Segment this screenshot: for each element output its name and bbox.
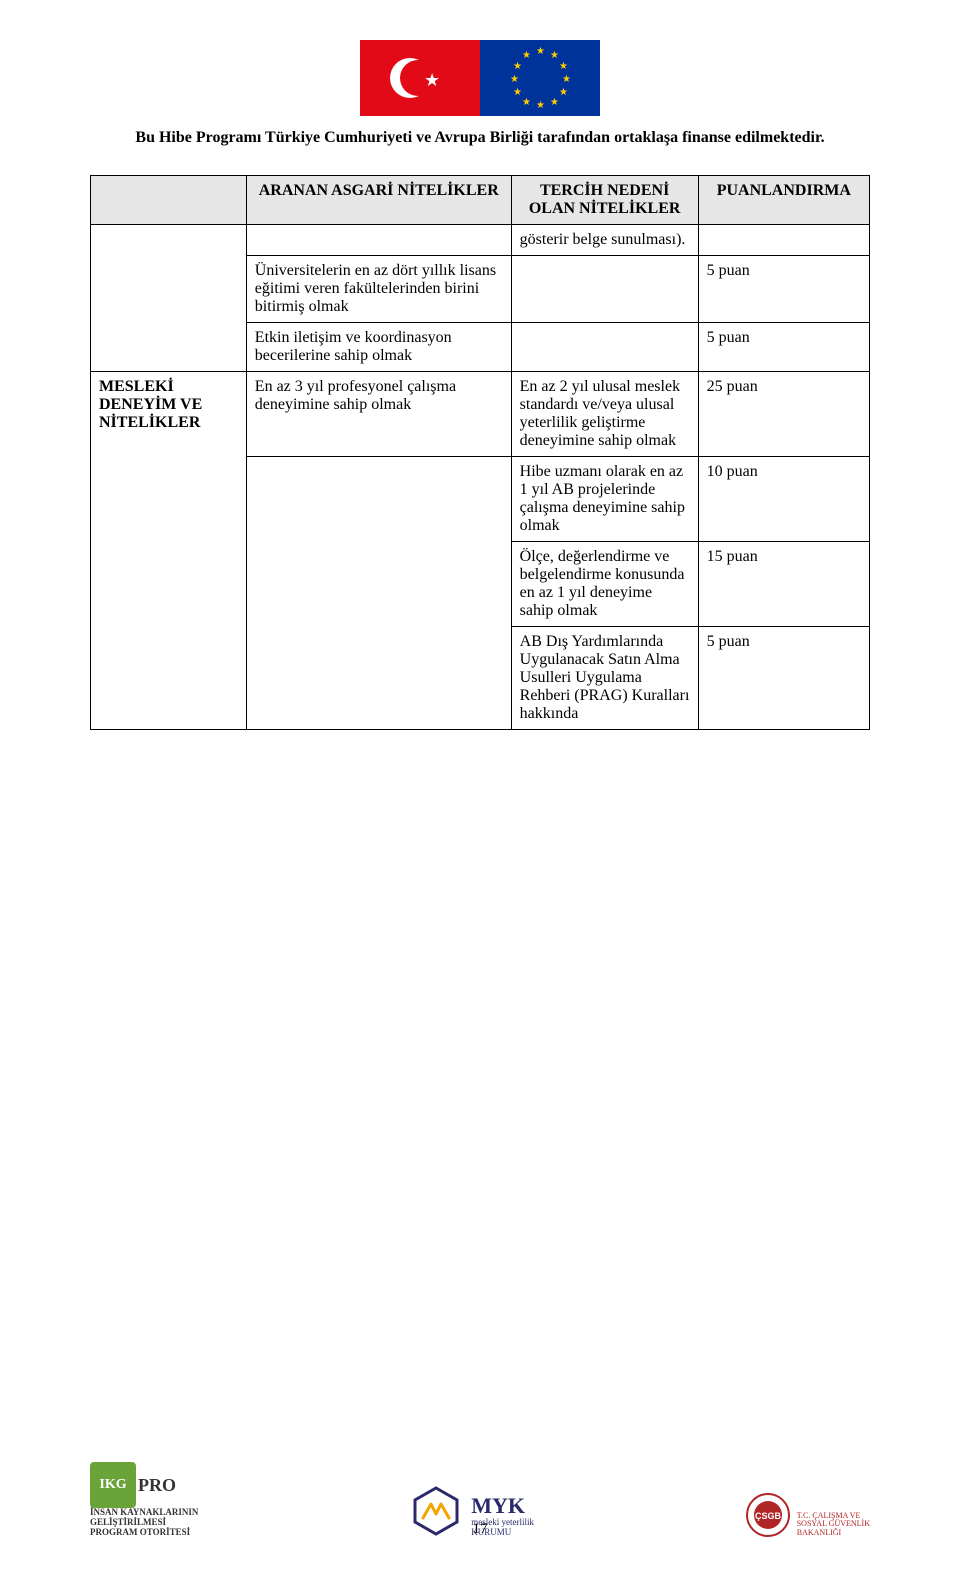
preferred-cell: Ölçe, değerlendirme ve belgelendirme kon… <box>511 542 698 627</box>
ikg-logo-icon: IKG PRO İNSAN KAYNAKLARININ GELİŞTİRİLME… <box>90 1462 198 1538</box>
score-cell: 10 puan <box>698 457 869 542</box>
preferred-cell-empty <box>511 323 698 372</box>
table-header-row: ARANAN ASGARİ NİTELİKLER TERCİH NEDENİ O… <box>91 176 870 225</box>
header-flags: ★ ★ ★ ★ ★ ★ ★ ★ ★ ★ ★ ★ ★ <box>90 40 870 121</box>
flag-row: ★ ★ ★ ★ ★ ★ ★ ★ ★ ★ ★ ★ ★ <box>360 40 600 116</box>
required-cell: Üniversitelerin en az dört yıllık lisans… <box>246 256 511 323</box>
preferred-cell-empty <box>511 256 698 323</box>
col-header-required: ARANAN ASGARİ NİTELİKLER <box>246 176 511 225</box>
score-cell: 5 puan <box>698 323 869 372</box>
eu-flag-icon: ★ ★ ★ ★ ★ ★ ★ ★ ★ ★ ★ ★ <box>480 40 600 116</box>
preferred-cell: Hibe uzmanı olarak en az 1 yıl AB projel… <box>511 457 698 542</box>
preferred-cell: gösterir belge sunulması). <box>511 225 698 256</box>
ikg-box-label: IKG <box>90 1462 136 1508</box>
table-row: gösterir belge sunulması). <box>91 225 870 256</box>
preferred-cell: AB Dış Yardımlarında Uygulanacak Satın A… <box>511 627 698 730</box>
qualifications-table: ARANAN ASGARİ NİTELİKLER TERCİH NEDENİ O… <box>90 175 870 730</box>
sub-header-text: Bu Hibe Programı Türkiye Cumhuriyeti ve … <box>90 129 870 147</box>
col-header-score: PUANLANDIRMA <box>698 176 869 225</box>
preferred-cell: En az 2 yıl ulusal meslek standardı ve/v… <box>511 372 698 457</box>
score-cell-empty <box>698 225 869 256</box>
score-cell: 15 puan <box>698 542 869 627</box>
category-cell-empty <box>91 225 247 372</box>
page-number: 17 <box>473 1521 488 1538</box>
ikg-pro-label: PRO <box>138 1475 176 1496</box>
score-cell: 5 puan <box>698 627 869 730</box>
myk-big-label: MYK <box>471 1494 534 1518</box>
page-footer: IKG PRO İNSAN KAYNAKLARININ GELİŞTİRİLME… <box>90 1462 870 1538</box>
category-cell: MESLEKİ DENEYİM VE NİTELİKLER <box>91 372 247 730</box>
footer-left: IKG PRO İNSAN KAYNAKLARININ GELİŞTİRİLME… <box>90 1462 198 1538</box>
required-cell: Etkin iletişim ve koordinasyon beceriler… <box>246 323 511 372</box>
score-cell: 25 puan <box>698 372 869 457</box>
turkey-flag-icon: ★ <box>360 40 480 116</box>
footer-right: ÇSGB T.C. ÇALIŞMA VE SOSYAL GÜVENLİK BAK… <box>745 1492 870 1538</box>
required-cell-empty <box>246 225 511 256</box>
required-cell: En az 3 yıl profesyonel çalışma deneyimi… <box>246 372 511 457</box>
required-cell-empty <box>246 457 511 730</box>
col-header-category <box>91 176 247 225</box>
ikg-subtitle: İNSAN KAYNAKLARININ GELİŞTİRİLMESİ PROGR… <box>90 1508 198 1538</box>
csgb-line-3: BAKANLIĞI <box>797 1529 870 1538</box>
myk-logo-icon <box>409 1484 463 1538</box>
score-cell: 5 puan <box>698 256 869 323</box>
csgb-text: T.C. ÇALIŞMA VE SOSYAL GÜVENLİK BAKANLIĞ… <box>797 1512 870 1538</box>
csgb-logo-icon: ÇSGB <box>745 1492 791 1538</box>
col-header-preferred: TERCİH NEDENİ OLAN NİTELİKLER <box>511 176 698 225</box>
document-page: ★ ★ ★ ★ ★ ★ ★ ★ ★ ★ ★ ★ ★ <box>0 0 960 1578</box>
svg-text:ÇSGB: ÇSGB <box>755 1511 782 1521</box>
table-row: MESLEKİ DENEYİM VE NİTELİKLER En az 3 yı… <box>91 372 870 457</box>
